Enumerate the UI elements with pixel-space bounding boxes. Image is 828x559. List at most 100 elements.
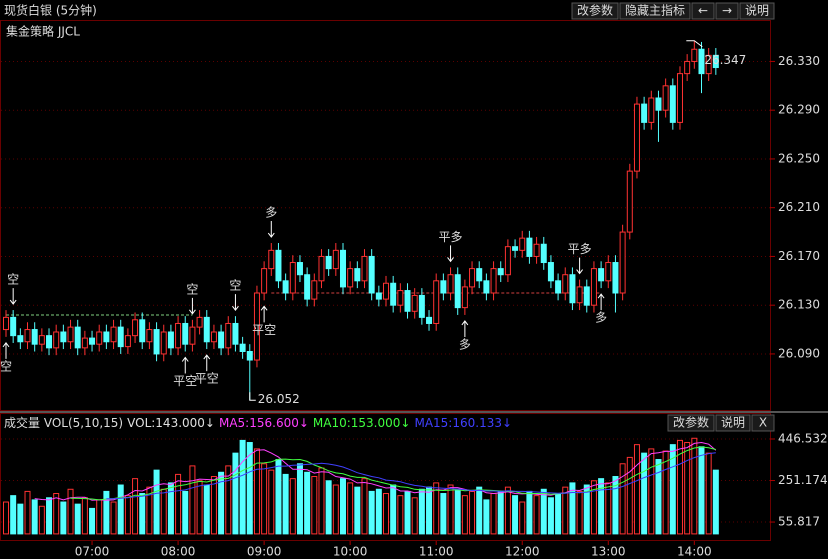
volume-bar (275, 459, 282, 535)
button-label[interactable]: 隐藏主指标 (625, 3, 685, 18)
button-label[interactable]: 改参数 (577, 3, 613, 18)
volume-bar (676, 439, 683, 535)
button-label[interactable]: 改参数 (673, 415, 709, 430)
candle-body (67, 326, 74, 343)
candle-body (418, 294, 425, 318)
volume-bar (253, 448, 260, 535)
volume-bar (139, 493, 146, 535)
volume-bar (132, 478, 139, 535)
volume-bar (81, 497, 88, 535)
candle-body (318, 255, 325, 282)
candle-body (669, 85, 676, 123)
signal-label: 平多 (568, 242, 592, 256)
signal-label: 平多 (439, 230, 463, 244)
toolbar-button[interactable]: 说明 (715, 414, 751, 432)
toolbar-button[interactable]: 改参数 (571, 2, 619, 20)
y-tick-label: 26.130 (778, 298, 820, 312)
volume-bar (225, 465, 232, 535)
candle-body (648, 97, 655, 123)
volume-bar (540, 488, 547, 535)
candle-body (684, 60, 691, 75)
button-frame[interactable] (691, 2, 715, 20)
candle-body (124, 335, 131, 348)
volume-bar (605, 482, 612, 535)
volume-bar (246, 442, 253, 535)
button-frame[interactable] (715, 2, 739, 20)
toolbar-button[interactable]: 说明 (739, 2, 775, 20)
button-frame[interactable] (571, 2, 619, 20)
candle-body (361, 255, 368, 282)
candle-body (469, 268, 476, 288)
volume-bar (74, 503, 81, 535)
candle-body (655, 97, 662, 111)
signal-arrow (181, 356, 189, 374)
volume-bar (633, 444, 640, 535)
candle-body (461, 286, 468, 309)
volume-bar (569, 482, 576, 535)
signal-arrow (260, 305, 268, 323)
volume-bar (483, 499, 490, 535)
candle-body (433, 280, 440, 324)
button-label[interactable]: ← (698, 4, 708, 18)
candle-body (576, 286, 583, 304)
candle-body (289, 262, 296, 294)
signal-label: 平空 (252, 323, 276, 337)
volume-bar (433, 482, 440, 535)
candle-body (218, 331, 225, 349)
signal-arrow (2, 342, 10, 359)
volume-bar (390, 484, 397, 535)
candle-body (96, 331, 103, 345)
button-frame[interactable] (751, 414, 775, 432)
button-frame[interactable] (619, 2, 691, 20)
volume-bar (490, 493, 497, 535)
volume-bar (296, 463, 303, 535)
candle-body (117, 326, 124, 348)
volume-bar (698, 446, 705, 535)
volume-bar (576, 490, 583, 535)
candle-body (38, 335, 45, 345)
candle-body (397, 290, 404, 306)
button-label[interactable]: X (759, 416, 767, 430)
volume-bar (332, 484, 339, 535)
ma-line (70, 446, 716, 501)
volume-bar (67, 488, 74, 535)
candle-body (339, 249, 346, 288)
candle-body (454, 274, 461, 309)
volume-bar (440, 493, 447, 535)
candle-body (605, 262, 612, 282)
signal-label: 空 (186, 282, 198, 296)
candle-body (31, 329, 38, 345)
candle-body (547, 262, 554, 282)
button-frame[interactable] (715, 414, 751, 432)
volume-bar (547, 497, 554, 535)
button-label[interactable]: 说明 (721, 415, 745, 430)
y-tick-label: 446.532 (778, 432, 828, 446)
toolbar-button[interactable]: → (715, 2, 739, 20)
toolbar-button[interactable]: 改参数 (667, 414, 715, 432)
candle-body (662, 85, 669, 111)
button-label[interactable]: → (722, 4, 732, 18)
x-tick-label: 07:00 (75, 545, 110, 559)
volume-bar (53, 493, 60, 535)
candle-body (698, 48, 705, 75)
low-label: 26.052 (258, 392, 300, 406)
candle-body (10, 316, 17, 337)
candle-body (476, 268, 483, 282)
ma-line (106, 452, 716, 500)
button-frame[interactable] (739, 2, 775, 20)
candle-body (404, 290, 411, 312)
volume-panel-border (0, 413, 771, 541)
candle-body (275, 249, 282, 282)
button-frame[interactable] (667, 414, 715, 432)
candle-body (447, 274, 454, 294)
volume-bar (397, 495, 404, 535)
toolbar-button[interactable]: X (751, 414, 775, 432)
button-label[interactable]: 说明 (745, 3, 769, 18)
toolbar-button[interactable]: ← (691, 2, 715, 20)
candle-body (426, 316, 433, 324)
signal-label: 空 (7, 273, 19, 287)
toolbar-button[interactable]: 隐藏主指标 (619, 2, 691, 20)
candle-body (526, 237, 533, 257)
candle-body (153, 329, 160, 355)
